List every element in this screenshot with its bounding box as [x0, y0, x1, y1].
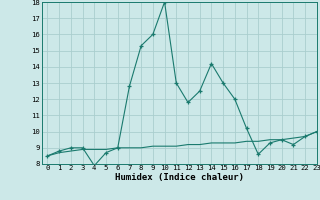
X-axis label: Humidex (Indice chaleur): Humidex (Indice chaleur) [115, 173, 244, 182]
